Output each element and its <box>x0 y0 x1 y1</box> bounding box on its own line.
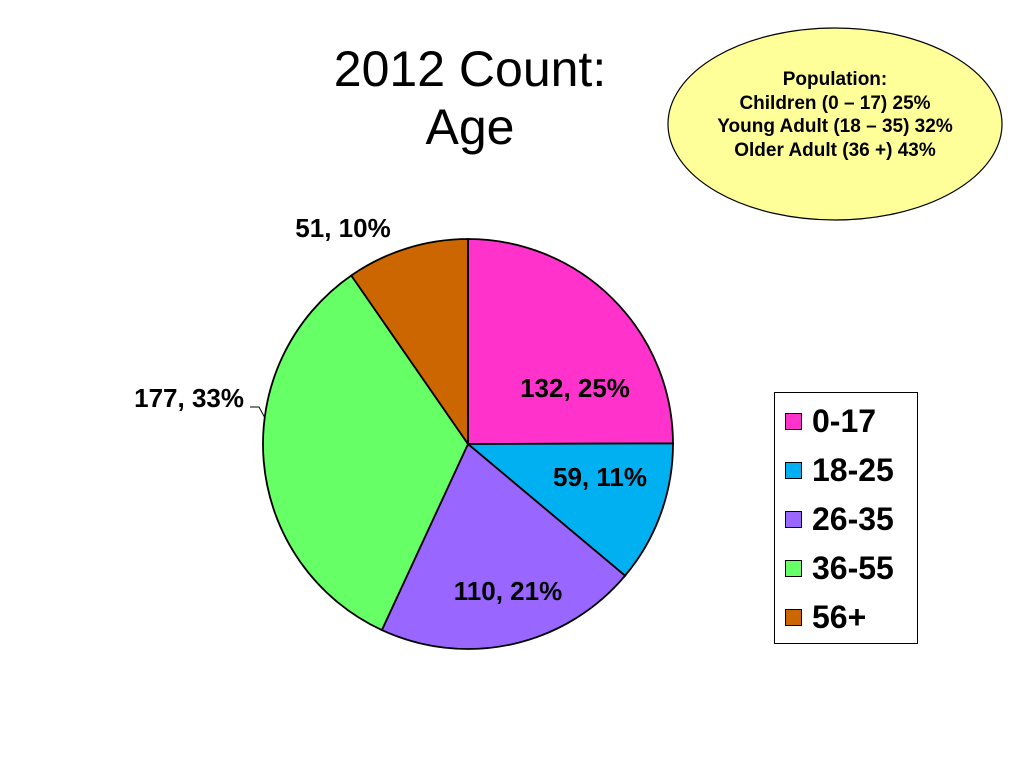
data-label-56+: 51, 10% <box>295 213 390 243</box>
pie-slice-56+ <box>350 238 469 447</box>
legend-item-36-55: 36-55 <box>785 550 894 586</box>
legend-item-18-25: 18-25 <box>785 452 894 488</box>
data-label-18-25: 59, 11% <box>553 462 647 492</box>
pie-slice-18-25 <box>465 442 674 577</box>
legend-label-18-25: 18-25 <box>812 451 894 488</box>
legend-swatch-36-55 <box>785 559 802 577</box>
legend-item-26-35: 26-35 <box>785 501 894 537</box>
legend-swatch-18-25 <box>785 461 802 479</box>
population-callout: Population: Children (0 – 17) 25% Young … <box>666 26 1004 222</box>
callout-heading: Population: <box>782 69 888 90</box>
slide-title-line-2: Age <box>425 99 515 155</box>
data-label-36-55: 177, 33% <box>134 383 244 413</box>
legend-swatch-26-35 <box>785 510 802 528</box>
leader-line <box>250 406 266 419</box>
data-label-26-35: 110, 21% <box>454 576 562 606</box>
legend-label-26-35: 26-35 <box>812 500 894 537</box>
slide-title-line-1: 2012 Count: <box>333 41 607 97</box>
legend-swatch-56+ <box>785 608 802 626</box>
slide-title: 2012 Count: Age <box>240 40 700 156</box>
callout-line-young-adult: Young Adult (18 – 35) 32% <box>717 116 953 137</box>
legend-swatch-0-17 <box>785 412 802 430</box>
callout-text: Population: Children (0 – 17) 25% Young … <box>666 68 1004 162</box>
pie-slice-26-35 <box>380 442 627 650</box>
callout-line-older-adult: Older Adult (36 +) 43% <box>734 139 936 161</box>
data-label-0-17: 132, 25% <box>520 373 630 403</box>
pie-slice-36-55 <box>262 274 470 632</box>
legend-label-0-17: 0-17 <box>812 402 877 439</box>
pie-slice-0-17 <box>467 238 674 445</box>
legend-item-56+: 56+ <box>785 599 866 635</box>
legend-label-56+: 56+ <box>812 598 867 635</box>
legend-item-0-17: 0-17 <box>785 403 876 439</box>
chart-legend: 0-17 18-25 26-35 36-55 56+ <box>774 392 918 644</box>
callout-ellipse <box>667 27 1003 221</box>
legend-label-36-55: 36-55 <box>812 549 894 586</box>
callout-line-children: Children (0 – 17) 25% <box>739 92 931 114</box>
